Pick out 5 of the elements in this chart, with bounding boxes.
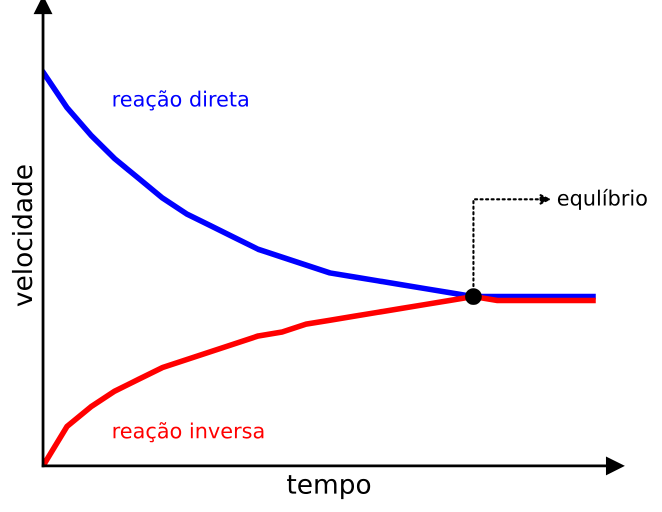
x-axis-title: tempo <box>287 475 370 500</box>
series-label: reação direta <box>114 90 248 111</box>
annotation: equlíbrio <box>558 188 647 210</box>
series-label: reação inversa <box>114 422 264 442</box>
y-axis-title: velocidade <box>12 165 32 306</box>
